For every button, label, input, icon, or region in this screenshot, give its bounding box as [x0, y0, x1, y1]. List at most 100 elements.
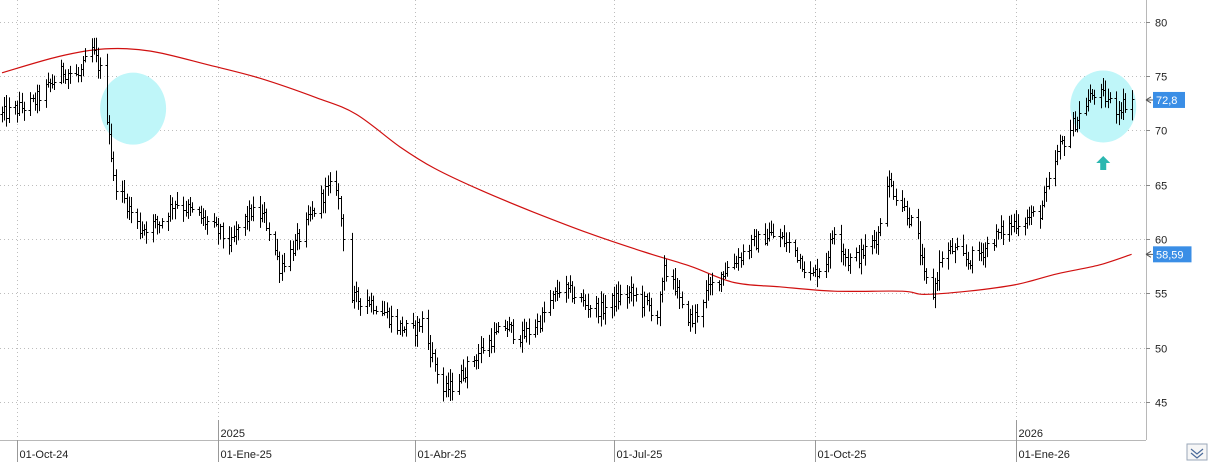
tag-value: 58,59 [1156, 249, 1184, 261]
price-bar [603, 294, 608, 325]
price-bar [618, 284, 623, 306]
price-bar [1123, 93, 1128, 113]
price-bar [894, 188, 899, 206]
price-bar [649, 297, 654, 322]
year-marker-label: 2026 [1019, 428, 1043, 440]
price-bar [572, 286, 577, 305]
price-bar [221, 222, 226, 249]
price-bar [955, 237, 960, 251]
price-bar [848, 253, 853, 274]
price-bar [114, 169, 119, 200]
price-bar [680, 291, 685, 309]
price-bar [22, 101, 27, 121]
moving-average-line [1, 47, 1132, 296]
price-bar [1062, 135, 1067, 156]
last-value-tag: 58,59 [1145, 246, 1192, 263]
price-bar [527, 318, 532, 345]
price-bar [878, 218, 883, 237]
price-bar [83, 48, 88, 63]
price-bar [909, 215, 914, 227]
y-tick-label: 50 [1155, 344, 1167, 356]
last-value-tag: 72,8 [1145, 91, 1185, 108]
x-tick-label: 01-Abr-25 [418, 449, 467, 461]
tag-box [1153, 246, 1192, 263]
y-axis: 45 50 55 60 65 70 75 80 [1146, 18, 1167, 410]
price-bar [924, 268, 929, 284]
price-bar [542, 301, 547, 323]
price-bar [1047, 171, 1052, 190]
price-bar [1108, 92, 1113, 104]
price-bar [160, 218, 165, 229]
price-series [0, 37, 1135, 402]
price-bar [741, 244, 746, 266]
price-bar [634, 287, 639, 302]
price-bar [341, 214, 346, 252]
price-bar [664, 259, 669, 282]
x-tick-label: 01-Ene-25 [221, 449, 272, 461]
price-bar [282, 253, 287, 273]
price-bar [144, 221, 149, 244]
x-tick-label: 01-Oct-25 [818, 449, 867, 461]
price-bar [940, 251, 945, 268]
price-bar [695, 303, 700, 323]
price-bar [129, 196, 134, 224]
price-bar [7, 97, 12, 123]
price-bar [481, 337, 486, 354]
price-bar [389, 305, 394, 333]
x-tick-label: 01-Jul-25 [617, 449, 663, 461]
price-bar [68, 65, 73, 84]
price-bar [1031, 206, 1036, 217]
price-bar [832, 227, 837, 245]
price-bar [98, 57, 103, 79]
up-arrow-icon [1096, 155, 1111, 170]
price-bar [985, 236, 990, 258]
tag-value: 72,8 [1156, 95, 1177, 107]
tag-pointer-icon [1145, 96, 1153, 104]
price-bar [756, 231, 761, 253]
price-bar [450, 372, 455, 401]
tag-box [1153, 91, 1185, 108]
price-bar [435, 357, 440, 384]
y-tick-label: 75 [1155, 72, 1167, 84]
price-bar [420, 311, 425, 333]
price-bar [725, 261, 730, 277]
price-bar [970, 246, 975, 274]
price-bar [1130, 90, 1135, 121]
price-bar [863, 234, 868, 266]
price-bar [404, 319, 409, 337]
price-bar [710, 272, 715, 296]
price-bar [1077, 101, 1082, 129]
price-bar [1092, 89, 1097, 105]
double-chevron-icon [1190, 448, 1204, 459]
price-bar [52, 75, 57, 91]
y-tick-label: 55 [1155, 289, 1167, 301]
year-marker-label: 2025 [221, 428, 245, 440]
y-tick-label: 70 [1155, 126, 1167, 138]
moving-average-series [1, 47, 1132, 296]
annotation-markers [1096, 155, 1111, 170]
price-bar [771, 223, 776, 239]
price-bar [374, 305, 379, 315]
price-bar [1016, 214, 1021, 237]
price-bar [175, 192, 180, 209]
price-bar [190, 202, 195, 213]
price-bar [312, 207, 317, 217]
scroll-expand-button[interactable] [1186, 443, 1208, 461]
price-bar [267, 222, 272, 242]
y-tick-label: 45 [1155, 398, 1167, 410]
price-bar [817, 268, 822, 279]
price-bar [328, 172, 333, 194]
price-bar [297, 228, 302, 250]
last-value-tags: 72,8 58,59 [1145, 91, 1192, 263]
y-tick-label: 60 [1155, 235, 1167, 247]
x-tick-label: 01-Ene-26 [1019, 449, 1070, 461]
price-bar [358, 298, 363, 316]
price-bar [236, 224, 241, 241]
price-bar [205, 216, 210, 235]
price-bar [465, 356, 470, 389]
x-tick-label: 01-Oct-24 [20, 449, 69, 461]
tag-pointer-icon [1145, 250, 1153, 258]
price-bar [557, 281, 562, 298]
price-bar [511, 319, 516, 345]
